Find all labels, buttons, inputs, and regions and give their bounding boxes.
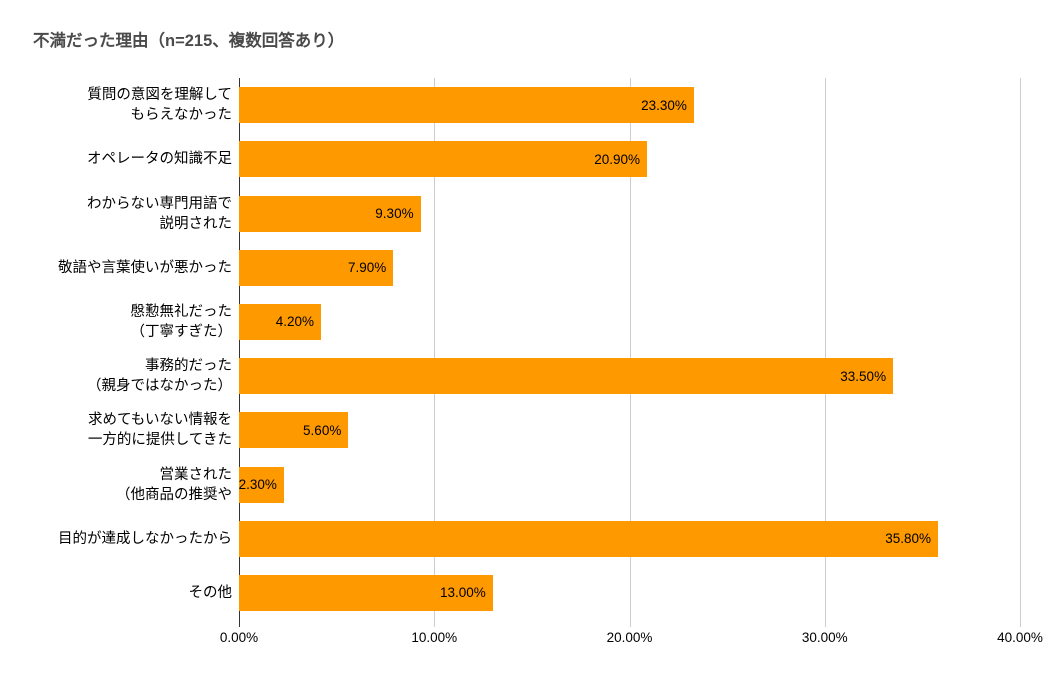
category-label: 質問の意図を理解してもらえなかった [30,78,232,132]
category-label-line: （他商品の推奨や [116,486,232,503]
category-label: 求めてもいない情報を 一方的に提供してきた [30,403,232,457]
bar-row: 23.30% [239,78,1020,132]
bar-value-label: 7.90% [347,260,387,276]
bar-value-label: 35.80% [885,531,931,547]
category-label-line: 求めてもいない情報を [88,412,232,429]
category-label: 事務的だった （親身ではなかった） [30,349,232,403]
bar-value-label: 33.50% [840,368,887,384]
category-label-line: もらえなかった [130,107,233,124]
x-axis-tick-label: 0.00% [219,630,259,645]
category-label-line: 一方的に提供してきた [87,432,232,449]
category-label: その他 [30,566,233,620]
bar: 20.90% [239,141,648,178]
bar-row: 33.50% [239,349,1020,403]
bar: 23.30% [239,87,694,124]
category-label: 敬語や言葉使いが悪かった [30,241,232,295]
bar-rows: 23.30% 20.90% 9.30% 7.90% 4.20% 33.50% 5.60% 2.… [239,78,1020,620]
bar: 33.50% [239,358,894,395]
bar-row: 9.30% [239,186,1020,240]
bar-value-label: 5.60% [303,422,342,438]
category-labels: 質問の意図を理解してもらえなかったオペレータの知識不足 わからない専門用語で説明さ… [30,78,232,620]
bar: 13.00% [239,574,493,611]
bar: 7.90% [239,249,394,286]
x-gridline [824,78,826,627]
bar: 5.60% [239,412,349,449]
category-label-line: 説明された [159,215,233,232]
x-axis-tick-label: 30.00% [801,630,848,645]
category-label: わからない専門用語で説明された [30,186,232,240]
x-gridline [629,78,631,627]
x-axis-tick-label: 20.00% [606,630,653,645]
chart-title: 不満だった理由（n=215、複数回答あり） [33,32,345,50]
bar-value-label: 20.90% [594,151,641,167]
bar-value-label: 9.30% [375,206,414,221]
bar: 35.80% [239,520,938,557]
category-label-line: 質問の意図を理解して [87,87,232,104]
bar-row: 13.00% [239,566,1020,620]
x-axis: 0.00% 10.00% 20.00% 30.00% 40.00% [220,630,1043,652]
category-label-line: 慇懃無礼だった [130,303,233,320]
bar: 9.30% [239,195,421,232]
x-gridline [434,78,436,627]
plot-area: 23.30% 20.90% 9.30% 7.90% 4.20% 33.50% 5.60% 2.… [239,78,1021,627]
category-label: 慇懃無礼だった （丁寧すぎた） [30,295,233,349]
x-axis-tick-label: 10.00% [411,630,458,645]
category-label-line: （丁寧すぎた） [130,323,233,340]
bar-row: 5.60% [239,403,1020,457]
x-gridline [1020,78,1021,627]
category-label: オペレータの知識不足 [30,132,232,186]
bar: 4.20% [239,303,321,340]
bar-row: 2.30% [239,457,1020,511]
bar-row: 7.90% [239,241,1020,295]
bar-value-label: 2.30% [238,477,277,493]
category-label-line: わからない専門用語で [87,195,232,212]
category-label: 営業された （他商品の推奨や [30,457,232,511]
bar-row: 35.80% [239,512,1020,566]
category-label: 目的が達成しなかったから [30,512,232,566]
bar: 2.30% [238,466,284,503]
category-label-line: 目的が達成しなかったから [58,530,232,547]
y-axis-baseline [239,78,240,627]
category-label-line: その他 [188,584,233,601]
bar-value-label: 23.30% [641,97,687,113]
category-label-line: 敬語や言葉使いが悪かった [58,259,232,276]
bar-row: 4.20% [239,295,1020,349]
category-label-line: （親身ではなかった） [87,378,232,395]
bar-value-label: 13.00% [440,585,486,601]
x-axis-tick-label: 40.00% [997,630,1043,645]
category-label-line: オペレータの知識不足 [87,151,232,168]
category-label-line: 事務的だった [145,358,232,375]
bar-value-label: 4.20% [275,314,314,330]
bar-row: 20.90% [239,132,1020,186]
category-label-line: 営業された [159,466,233,483]
